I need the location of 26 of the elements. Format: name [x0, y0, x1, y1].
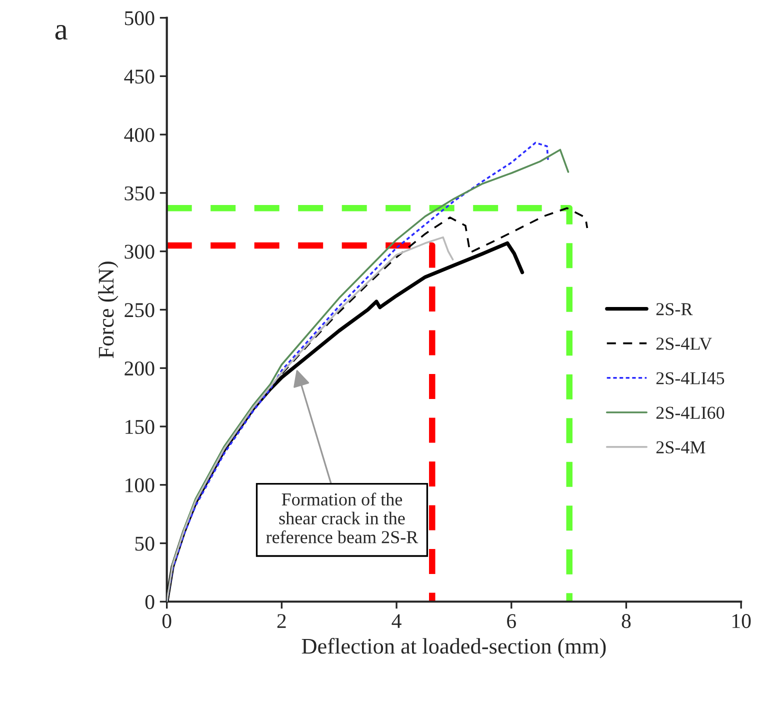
- legend-label: 2S-4M: [656, 441, 706, 454]
- y-tick-label: 250: [124, 303, 154, 318]
- y-axis-title: Force (kN): [98, 262, 118, 358]
- y-tick-label: 350: [124, 186, 154, 200]
- annotation: Formation of the shear crack in the reference beam 2S-R: [266, 492, 418, 544]
- y-tick-label: 50: [135, 536, 154, 551]
- y-tick-label: 300: [124, 244, 154, 259]
- x-tick-label: 10: [732, 614, 751, 628]
- text: a: [55, 25, 68, 40]
- x-tick-label: 6: [507, 614, 516, 628]
- y-tick-label: 200: [124, 361, 154, 376]
- y-tick-label: 400: [124, 128, 154, 142]
- x-tick-label: 4: [392, 614, 402, 628]
- legend-label: 2S-4LI45: [656, 372, 724, 384]
- y-tick-label: 150: [126, 420, 154, 434]
- legend-label: 2S-R: [656, 303, 693, 316]
- legend-label: 2S-4LV: [656, 338, 712, 350]
- x-tick-label: 8: [622, 614, 631, 628]
- y-tick-label: 0: [145, 595, 154, 610]
- legend-label: 2S-4LI60: [656, 406, 724, 419]
- x-tick-label: 0: [162, 614, 172, 628]
- y-tick-label: 100: [126, 478, 154, 492]
- y-tick-label: 500: [124, 11, 154, 26]
- y-tick-label: 450: [124, 70, 154, 84]
- x-axis-title: Deflection at loaded-section (mm): [302, 638, 606, 658]
- x-tick-label: 2: [277, 614, 286, 628]
